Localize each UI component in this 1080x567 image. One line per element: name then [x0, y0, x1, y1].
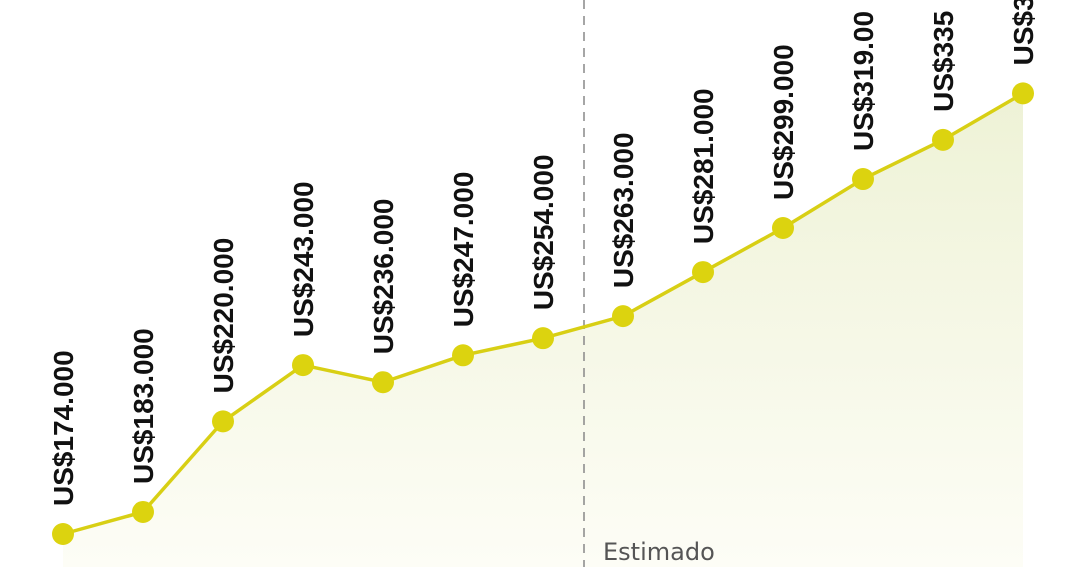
estimate-label: Estimado [603, 538, 715, 566]
data-label: US$263.000 [608, 132, 639, 288]
data-point [372, 371, 394, 394]
data-label: US$247.000 [448, 172, 479, 328]
data-point [132, 500, 154, 523]
data-label: US$174.000 [48, 350, 79, 506]
data-point [52, 523, 74, 545]
data-label: US$335 [928, 11, 959, 112]
data-point [532, 327, 554, 350]
data-label: US$299.000 [768, 44, 799, 200]
data-label: US$220.000 [208, 238, 239, 394]
data-point [212, 410, 234, 433]
data-point [692, 261, 714, 284]
data-label: US$281.000 [688, 88, 719, 244]
data-point [1012, 82, 1034, 105]
data-label: US$243.000 [288, 181, 319, 337]
data-point [852, 168, 874, 191]
data-point [932, 128, 954, 151]
data-label: US$319.00 [848, 11, 879, 151]
area-fill [63, 93, 1023, 567]
data-label: US$183.000 [128, 328, 159, 484]
data-point [772, 217, 794, 239]
data-point [292, 354, 314, 377]
data-label: US$3 [1008, 0, 1039, 65]
data-point [612, 305, 634, 328]
data-point [452, 344, 474, 367]
data-label: US$236.000 [368, 199, 399, 355]
data-label: US$254.000 [528, 154, 559, 310]
